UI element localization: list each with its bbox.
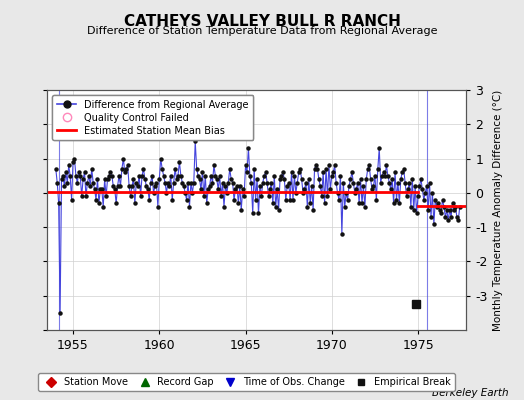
Text: Berkeley Earth: Berkeley Earth	[432, 388, 508, 398]
Line: Difference from Regional Average: Difference from Regional Average	[54, 140, 461, 314]
Difference from Regional Average	[334, 190, 341, 195]
Legend: Difference from Regional Average, Quality Control Failed, Estimated Station Mean: Difference from Regional Average, Qualit…	[52, 95, 254, 140]
Difference from Regional Average	[192, 139, 199, 144]
Difference from Regional Average	[287, 197, 293, 202]
Y-axis label: Monthly Temperature Anomaly Difference (°C): Monthly Temperature Anomaly Difference (…	[493, 89, 504, 331]
Text: CATHEYS VALLEY BULL R RANCH: CATHEYS VALLEY BULL R RANCH	[124, 14, 400, 29]
Legend: Station Move, Record Gap, Time of Obs. Change, Empirical Break: Station Move, Record Gap, Time of Obs. C…	[38, 373, 455, 391]
Difference from Regional Average	[57, 310, 63, 315]
Difference from Regional Average	[84, 180, 91, 185]
Text: Difference of Station Temperature Data from Regional Average: Difference of Station Temperature Data f…	[87, 26, 437, 36]
Difference from Regional Average	[52, 166, 59, 171]
Difference from Regional Average	[409, 177, 416, 182]
Difference from Regional Average	[146, 197, 152, 202]
Difference from Regional Average	[456, 204, 463, 209]
Difference from Regional Average	[166, 184, 172, 188]
